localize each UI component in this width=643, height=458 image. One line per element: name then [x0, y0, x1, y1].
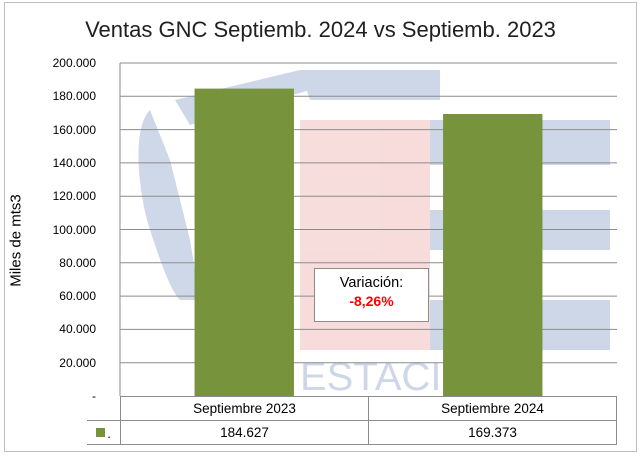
y-tick-label: 160.000	[52, 122, 96, 137]
data-label-0: 184.627	[120, 420, 369, 445]
y-tick-label: 140.000	[52, 155, 96, 170]
variation-annotation: Variación: -8,26%	[314, 268, 429, 322]
data-table-corner	[87, 396, 121, 421]
bar-1	[443, 113, 543, 396]
y-tick-label: 40.000	[59, 322, 96, 337]
data-table-header-row: Septiembre 2023 Septiembre 2024	[87, 396, 617, 421]
y-tick-label: 60.000	[59, 289, 96, 304]
legend-key: .	[87, 420, 121, 445]
variation-label: Variación:	[339, 275, 404, 291]
y-tick-label: -	[92, 389, 96, 403]
legend-swatch	[96, 428, 106, 438]
y-tick-label: 180.000	[52, 89, 96, 104]
data-table: Septiembre 2023 Septiembre 2024 . 184.62…	[87, 396, 617, 445]
bar-0	[194, 88, 294, 397]
category-label-0: Septiembre 2023	[120, 396, 369, 421]
y-tick-label: 20.000	[59, 355, 96, 370]
variation-value: -8,26%	[349, 293, 394, 309]
y-tick-label: 100.000	[52, 222, 96, 237]
y-axis-label: Miles de mts3	[7, 194, 25, 287]
data-table-value-row: . 184.627 169.373	[87, 420, 617, 445]
y-tick-label: 120.000	[52, 189, 96, 204]
data-label-1: 169.373	[368, 420, 617, 445]
y-tick-label: 200.000	[52, 56, 96, 70]
chart-title: Ventas GNC Septiemb. 2024 vs Septiemb. 2…	[85, 17, 556, 42]
y-tick-label: 80.000	[59, 255, 96, 270]
legend-series-name: .	[107, 425, 111, 441]
category-label-1: Septiembre 2024	[368, 396, 617, 421]
